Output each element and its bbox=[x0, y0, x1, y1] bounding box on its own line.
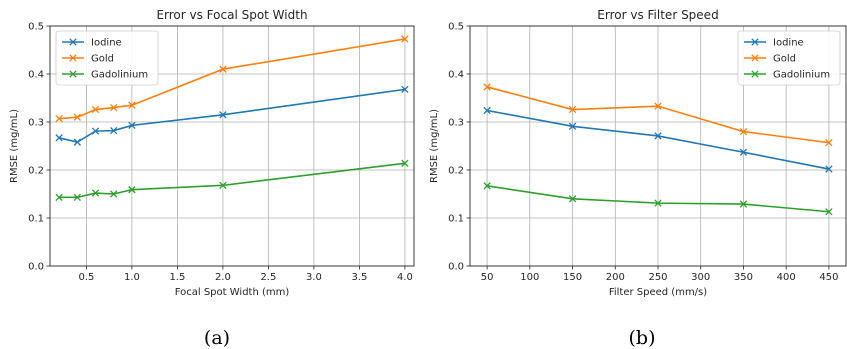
data-point-gadolinium bbox=[73, 193, 81, 202]
y-axis-label: RMSE (mg/mL) bbox=[9, 109, 20, 183]
y-tick-label: 0.0 bbox=[448, 262, 464, 273]
data-point-iodine bbox=[825, 165, 833, 173]
legend-box bbox=[55, 30, 159, 86]
data-point-gadolinium bbox=[825, 208, 833, 216]
legend-label-iodine: Iodine bbox=[773, 38, 804, 49]
x-tick-label: 150 bbox=[563, 272, 582, 283]
x-tick-label: 100 bbox=[520, 272, 539, 283]
data-point-iodine bbox=[73, 138, 81, 146]
data-point-gold bbox=[55, 114, 63, 123]
x-tick-label: 1.5 bbox=[169, 272, 185, 283]
data-point-iodine bbox=[219, 111, 227, 119]
data-point-gadolinium bbox=[483, 182, 491, 190]
series-line-gadolinium bbox=[59, 162, 405, 199]
x-tick-label: 350 bbox=[734, 272, 753, 283]
data-point-gadolinium bbox=[401, 159, 409, 167]
y-tick-label: 0.1 bbox=[448, 214, 464, 225]
legend-marker-iodine bbox=[69, 38, 77, 46]
data-point-gadolinium bbox=[55, 193, 63, 202]
data-point-gold bbox=[128, 101, 136, 109]
y-tick-label: 0.1 bbox=[28, 214, 44, 225]
legend-marker-gadolinium bbox=[69, 70, 77, 78]
x-tick-label: 3.0 bbox=[306, 272, 322, 283]
legend: Iodine Gold Gadolinium bbox=[55, 30, 159, 86]
x-tick-label: 2.0 bbox=[215, 272, 231, 283]
data-point-iodine bbox=[91, 127, 100, 135]
x-tick-label: 4.0 bbox=[397, 272, 413, 283]
data-point-iodine bbox=[55, 134, 63, 142]
legend-label-gold: Gold bbox=[91, 54, 114, 65]
data-point-gadolinium bbox=[654, 199, 662, 207]
data-point-iodine bbox=[110, 126, 118, 135]
data-point-gold bbox=[110, 103, 118, 112]
x-tick-label: 1.0 bbox=[124, 272, 140, 283]
y-tick-label: 0.5 bbox=[448, 22, 464, 33]
chart-1: 0.0 0.1 0.2 0.3 0.4 0.5 50 100 150 200 250 300 350 40… bbox=[429, 8, 847, 349]
data-point-gold bbox=[739, 127, 748, 136]
y-tick-label: 0.4 bbox=[448, 70, 464, 81]
plot-frame bbox=[469, 25, 847, 267]
x-tick-label: 200 bbox=[606, 272, 625, 283]
x-axis-label: Filter Speed (mm/s) bbox=[609, 287, 707, 298]
data-point-gadolinium bbox=[739, 200, 748, 208]
data-point-gadolinium bbox=[219, 181, 227, 190]
data-point-iodine bbox=[401, 85, 409, 94]
y-tick-label: 0.0 bbox=[28, 262, 44, 273]
data-point-gold bbox=[483, 83, 491, 91]
data-point-iodine bbox=[739, 148, 748, 156]
data-point-gadolinium bbox=[568, 195, 577, 203]
y-tick-label: 0.3 bbox=[28, 118, 44, 129]
x-tick-label: 450 bbox=[819, 272, 838, 283]
legend-label-gadolinium: Gadolinium bbox=[91, 70, 148, 81]
legend-box bbox=[737, 30, 841, 86]
legend-marker-iodine bbox=[751, 38, 759, 46]
chart-title: Error vs Focal Spot Width bbox=[156, 8, 307, 22]
x-axis-label: Focal Spot Width (mm) bbox=[175, 287, 290, 298]
data-point-gold bbox=[825, 138, 833, 147]
x-tick-label: 250 bbox=[648, 272, 667, 283]
x-tick-label: 50 bbox=[481, 272, 494, 283]
data-point-gold bbox=[219, 65, 227, 73]
data-point-gadolinium bbox=[91, 189, 100, 197]
data-point-iodine bbox=[483, 106, 491, 115]
subfigure-caption: (a) bbox=[204, 327, 230, 349]
y-tick-label: 0.5 bbox=[28, 22, 44, 33]
data-point-gold bbox=[654, 102, 662, 110]
legend-marker-gold bbox=[751, 54, 759, 62]
x-tick-label: 300 bbox=[691, 272, 710, 283]
chart-title: Error vs Filter Speed bbox=[597, 8, 718, 22]
legend-marker-gadolinium bbox=[751, 70, 759, 78]
legend-label-gold: Gold bbox=[773, 54, 796, 65]
data-point-gadolinium bbox=[128, 186, 136, 194]
chart-0: 0.0 0.1 0.2 0.3 0.4 0.5 0.5 1.0 1.5 2.0 2.5 3.0 3.5 4… bbox=[9, 8, 415, 349]
legend: Iodine Gold Gadolinium bbox=[737, 30, 841, 86]
y-axis-label: RMSE (mg/mL) bbox=[429, 109, 440, 183]
y-tick-label: 0.2 bbox=[28, 166, 44, 177]
x-tick-label: 2.5 bbox=[260, 272, 276, 283]
data-point-gadolinium bbox=[110, 190, 118, 198]
y-tick-label: 0.3 bbox=[448, 118, 464, 129]
plot-frame bbox=[49, 25, 415, 267]
data-point-iodine bbox=[568, 122, 577, 130]
x-tick-label: 400 bbox=[777, 272, 796, 283]
data-point-gold bbox=[568, 105, 577, 114]
y-tick-label: 0.2 bbox=[448, 166, 464, 177]
legend-label-iodine: Iodine bbox=[91, 38, 122, 49]
data-point-iodine bbox=[654, 132, 662, 140]
y-tick-label: 0.4 bbox=[28, 70, 44, 81]
legend-marker-gold bbox=[69, 54, 77, 62]
data-point-gold bbox=[401, 35, 409, 43]
x-tick-label: 0.5 bbox=[78, 272, 94, 283]
x-tick-label: 3.5 bbox=[351, 272, 367, 283]
legend-label-gadolinium: Gadolinium bbox=[773, 70, 830, 81]
data-point-gold bbox=[91, 105, 100, 114]
data-point-gold bbox=[73, 113, 81, 121]
data-point-iodine bbox=[128, 121, 136, 130]
subfigure-caption: (b) bbox=[629, 327, 656, 349]
